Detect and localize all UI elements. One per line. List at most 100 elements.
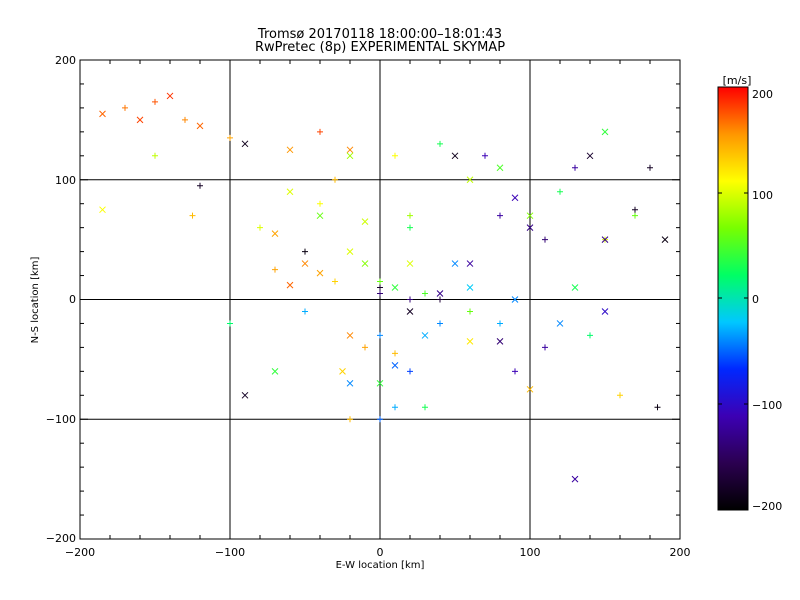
data-point-x-marker — [466, 338, 474, 345]
data-point-plus-marker — [542, 344, 548, 351]
data-point-plus-marker — [392, 152, 398, 159]
data-point-x-marker — [346, 146, 354, 154]
data-point-plus-marker — [497, 212, 503, 219]
data-point-x-marker — [346, 379, 354, 387]
x-tick-label: 100 — [520, 546, 541, 559]
data-point-x-marker — [376, 379, 384, 387]
chart-title: Tromsø 20170118 18:00:00–18:01:43 — [257, 27, 502, 42]
colorbar-tick-label: 200 — [752, 88, 773, 101]
data-point-x-marker — [496, 164, 504, 172]
data-point-plus-marker — [392, 404, 398, 411]
data-point-x-marker — [451, 152, 459, 160]
y-tick-label: 100 — [55, 174, 76, 187]
data-point-x-marker — [511, 296, 519, 303]
data-point-x-marker — [361, 218, 369, 226]
data-point-x-marker — [346, 332, 354, 339]
data-point-plus-marker — [377, 284, 383, 291]
data-point-plus-marker — [632, 212, 638, 219]
data-point-x-marker — [286, 188, 294, 196]
data-point-plus-marker — [122, 104, 128, 111]
y-tick-label: 200 — [55, 54, 76, 67]
data-point-plus-marker — [587, 332, 593, 339]
colorbar-ticks — [718, 86, 748, 511]
x-tick-label: −200 — [65, 546, 95, 559]
data-point-x-marker — [526, 212, 534, 220]
data-point-x-marker — [511, 194, 519, 202]
data-point-plus-marker — [347, 416, 353, 423]
data-point-x-marker — [346, 248, 354, 255]
data-point-plus-marker — [542, 236, 548, 243]
data-point-x-marker — [361, 260, 369, 267]
data-point-plus-marker — [189, 212, 196, 219]
data-point-x-marker — [99, 110, 106, 118]
colorbar-scale — [717, 86, 749, 511]
y-tick-label: −200 — [46, 532, 76, 545]
data-point-x-marker — [339, 367, 346, 375]
plot-area — [79, 59, 681, 540]
colorbar-label: [m/s] — [723, 74, 752, 87]
colorbar-tick-label: 0 — [752, 293, 759, 306]
data-point-x-marker — [466, 260, 474, 267]
colorbar-tick-label: −200 — [752, 500, 782, 513]
data-point-x-marker — [466, 284, 474, 291]
x-tick-labels: −200 −100 0 100 200 — [65, 546, 691, 559]
data-point-plus-marker — [272, 266, 278, 273]
data-point-plus-marker — [467, 308, 473, 315]
data-point-plus-marker — [654, 404, 661, 411]
data-point-plus-marker — [437, 296, 443, 303]
data-point-plus-marker — [422, 290, 428, 297]
data-point-plus-marker — [497, 320, 503, 327]
data-point-x-marker — [346, 152, 354, 160]
x-tick-label: −100 — [215, 546, 245, 559]
data-point-plus-marker — [257, 224, 263, 231]
data-point-x-marker — [196, 122, 204, 130]
x-axis-label: E-W location [km] — [336, 560, 425, 571]
data-point-x-marker — [271, 230, 279, 237]
y-tick-label: 0 — [69, 293, 76, 306]
data-point-plus-marker — [152, 152, 158, 159]
data-point-x-marker — [436, 290, 444, 297]
colorbar: [m/s] 200 100 0 −100 −200 — [717, 74, 782, 513]
data-point-x-marker — [421, 332, 429, 339]
data-point-plus-marker — [407, 224, 413, 231]
x-tick-label: 0 — [377, 546, 384, 559]
data-point-plus-marker — [482, 152, 488, 159]
data-point-x-marker — [451, 260, 459, 267]
data-point-plus-marker — [182, 116, 188, 123]
data-point-plus-marker — [377, 290, 383, 297]
data-point-x-marker — [556, 320, 564, 327]
data-point-x-marker — [286, 281, 294, 289]
data-point-plus-marker — [407, 212, 413, 219]
data-point-plus-marker — [422, 404, 428, 411]
data-points — [99, 92, 669, 483]
y-tick-labels: 200 100 0 −100 −200 — [46, 54, 76, 545]
data-point-plus-marker — [407, 296, 413, 303]
data-point-x-marker — [601, 308, 609, 315]
data-point-x-marker — [601, 236, 609, 243]
data-point-x-marker — [496, 338, 504, 345]
data-point-x-marker — [586, 152, 594, 160]
data-point-x-marker — [241, 391, 249, 399]
data-point-plus-marker — [557, 188, 563, 195]
data-point-x-marker — [571, 284, 579, 291]
data-point-plus-marker — [152, 98, 158, 105]
data-point-plus-marker — [362, 344, 368, 351]
data-point-x-marker — [601, 128, 609, 136]
data-point-plus-marker — [647, 164, 653, 171]
y-tick-label: −100 — [46, 413, 76, 426]
data-point-x-marker — [571, 475, 579, 483]
data-point-plus-marker — [392, 350, 398, 357]
data-point-x-marker — [166, 92, 174, 100]
data-point-plus-marker — [437, 320, 443, 327]
x-tick-label: 200 — [670, 546, 691, 559]
data-point-x-marker — [241, 140, 249, 148]
data-point-plus-marker — [377, 278, 383, 285]
colorbar-tick-label: 100 — [752, 189, 773, 202]
data-point-plus-marker — [617, 392, 623, 399]
data-point-plus-marker — [302, 248, 308, 255]
data-point-x-marker — [99, 206, 106, 214]
data-point-x-marker — [526, 224, 534, 232]
data-point-x-marker — [286, 146, 294, 154]
data-point-x-marker — [661, 236, 669, 243]
